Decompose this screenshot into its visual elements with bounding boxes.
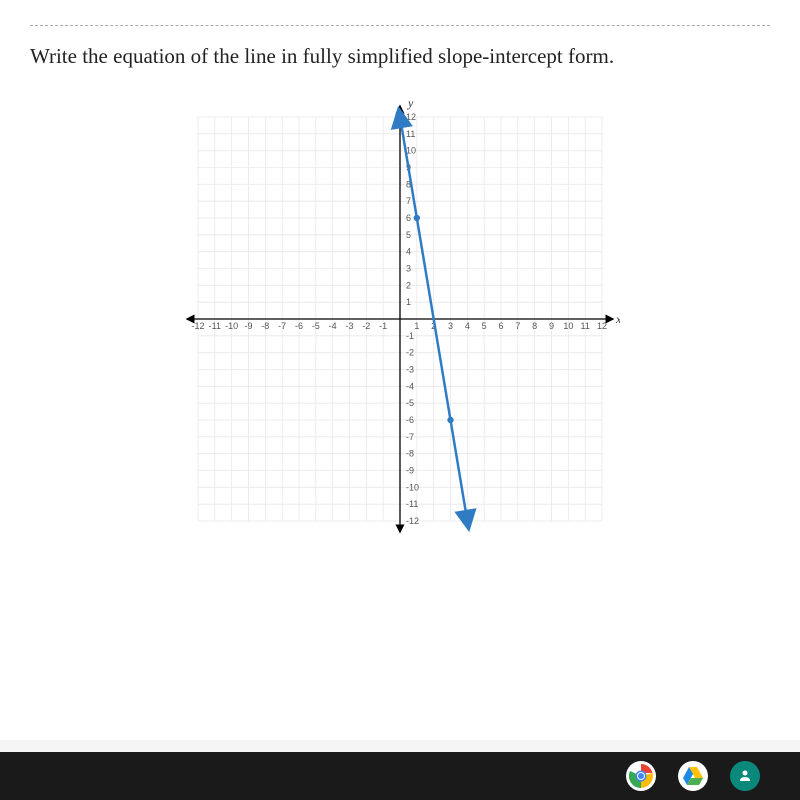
svg-text:12: 12 (597, 321, 607, 331)
svg-text:-10: -10 (406, 482, 419, 492)
svg-text:-8: -8 (261, 321, 269, 331)
svg-text:10: 10 (563, 321, 573, 331)
svg-text:7: 7 (515, 321, 520, 331)
svg-text:4: 4 (406, 247, 411, 257)
svg-text:1: 1 (406, 297, 411, 307)
line-chart: -12-11-10-9-8-7-6-5-4-3-2-11234567891011… (180, 99, 620, 539)
svg-text:-7: -7 (278, 321, 286, 331)
svg-text:-3: -3 (406, 365, 414, 375)
svg-text:4: 4 (465, 321, 470, 331)
svg-text:-9: -9 (244, 321, 252, 331)
svg-text:-5: -5 (406, 398, 414, 408)
top-divider (30, 25, 770, 26)
svg-text:-3: -3 (345, 321, 353, 331)
taskbar (0, 752, 800, 800)
svg-text:7: 7 (406, 196, 411, 206)
svg-text:-11: -11 (406, 499, 418, 509)
svg-text:-11: -11 (209, 321, 221, 331)
svg-text:3: 3 (406, 264, 411, 274)
svg-text:-12: -12 (406, 516, 419, 526)
svg-text:9: 9 (549, 321, 554, 331)
svg-text:-8: -8 (406, 449, 414, 459)
svg-text:-7: -7 (406, 432, 414, 442)
svg-text:11: 11 (580, 321, 589, 331)
svg-text:12: 12 (406, 112, 416, 122)
svg-text:-6: -6 (295, 321, 303, 331)
svg-text:5: 5 (482, 321, 487, 331)
svg-text:-4: -4 (329, 321, 337, 331)
svg-text:1: 1 (414, 321, 419, 331)
svg-text:-1: -1 (406, 331, 414, 341)
classroom-icon[interactable] (730, 761, 760, 791)
svg-text:-2: -2 (406, 348, 414, 358)
svg-text:6: 6 (406, 213, 411, 223)
svg-text:-10: -10 (225, 321, 238, 331)
chart-container: -12-11-10-9-8-7-6-5-4-3-2-11234567891011… (30, 99, 770, 539)
question-text: Write the equation of the line in fully … (30, 44, 770, 69)
svg-text:2: 2 (406, 280, 411, 290)
svg-text:6: 6 (498, 321, 503, 331)
svg-text:-1: -1 (379, 321, 387, 331)
svg-text:-5: -5 (312, 321, 320, 331)
svg-text:x: x (615, 312, 620, 326)
chrome-icon[interactable] (626, 761, 656, 791)
svg-text:-2: -2 (362, 321, 370, 331)
svg-text:-4: -4 (406, 381, 414, 391)
page-container: Write the equation of the line in fully … (0, 0, 800, 740)
svg-text:10: 10 (406, 146, 416, 156)
svg-text:3: 3 (448, 321, 453, 331)
drive-icon[interactable] (678, 761, 708, 791)
svg-text:y: y (407, 99, 414, 110)
svg-text:-12: -12 (191, 321, 204, 331)
svg-text:-9: -9 (406, 466, 414, 476)
svg-text:5: 5 (406, 230, 411, 240)
svg-text:11: 11 (406, 129, 415, 139)
svg-text:8: 8 (532, 321, 537, 331)
svg-text:-6: -6 (406, 415, 414, 425)
